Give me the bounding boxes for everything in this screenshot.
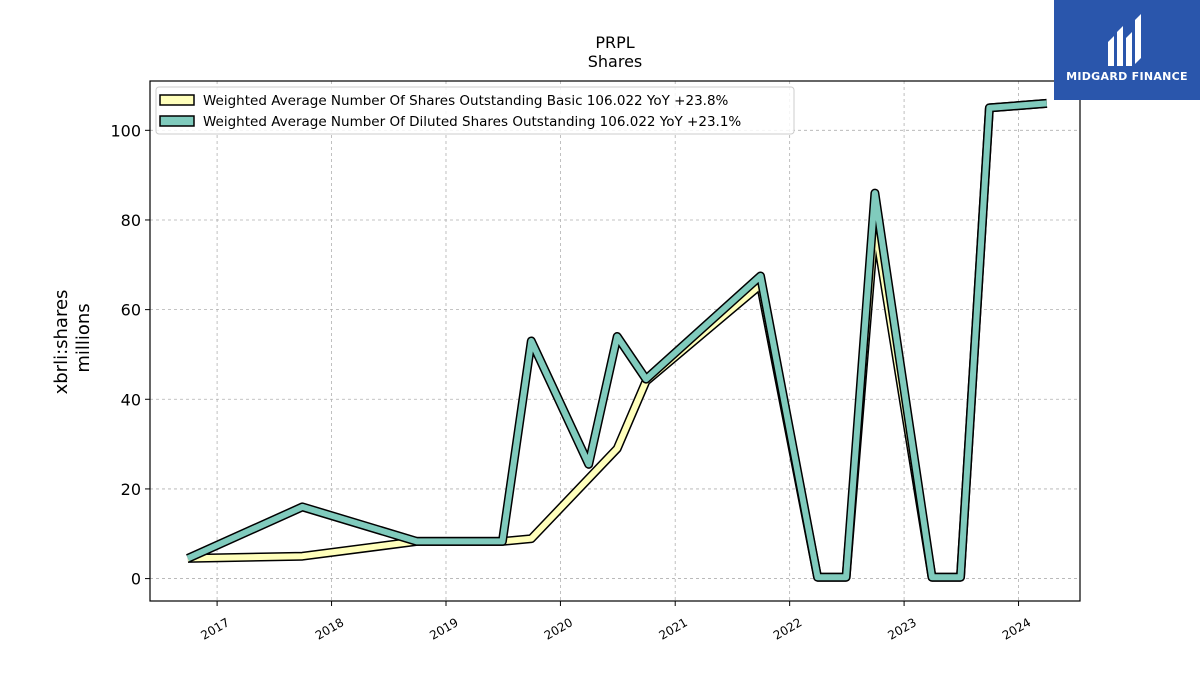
x-ticks: 2017 2018 2019 2020 2021 2022 2023 2024 xyxy=(198,601,1033,643)
legend-swatch-2 xyxy=(159,115,195,127)
logo-text: MIDGARD FINANCE xyxy=(1066,70,1188,83)
legend-label-1: Weighted Average Number Of Shares Outsta… xyxy=(203,93,729,109)
chart-title: PRPL xyxy=(595,33,634,52)
y-tick-label: 100 xyxy=(110,121,141,140)
plot-frame xyxy=(149,80,1081,602)
y-tick-label: 60 xyxy=(121,301,141,320)
legend-label-2: Weighted Average Number Of Diluted Share… xyxy=(203,114,741,130)
midgard-finance-logo: MIDGARD FINANCE xyxy=(1054,0,1200,100)
x-tick-label: 2022 xyxy=(771,615,804,642)
x-tick-label: 2018 xyxy=(313,615,346,642)
x-tick-label: 2023 xyxy=(885,615,918,642)
series-2-line xyxy=(186,100,1048,581)
y-tick-label: 80 xyxy=(121,211,141,230)
x-tick-label: 2020 xyxy=(542,615,575,642)
x-tick-label: 2024 xyxy=(1000,615,1033,642)
y-axis-label-unit: millions xyxy=(73,303,94,372)
legend: Weighted Average Number Of Shares Outsta… xyxy=(155,86,795,135)
x-tick-label: 2019 xyxy=(427,615,460,642)
series-layer xyxy=(186,98,1048,582)
legend-box xyxy=(155,86,795,135)
chart-subtitle: Shares xyxy=(588,52,643,71)
y-tick-label: 40 xyxy=(121,390,141,409)
x-tick-label: 2017 xyxy=(198,615,231,642)
legend-swatch-1 xyxy=(159,94,195,106)
x-tick-label: 2021 xyxy=(656,615,689,642)
y-axis-label: xbrli:shares xyxy=(51,290,72,395)
grid xyxy=(150,81,1080,601)
y-tick-label: 0 xyxy=(131,570,141,589)
y-tick-label: 20 xyxy=(121,480,141,499)
logo-mark-icon xyxy=(1108,14,1141,66)
y-ticks: 0 20 40 60 80 100 xyxy=(110,121,150,589)
